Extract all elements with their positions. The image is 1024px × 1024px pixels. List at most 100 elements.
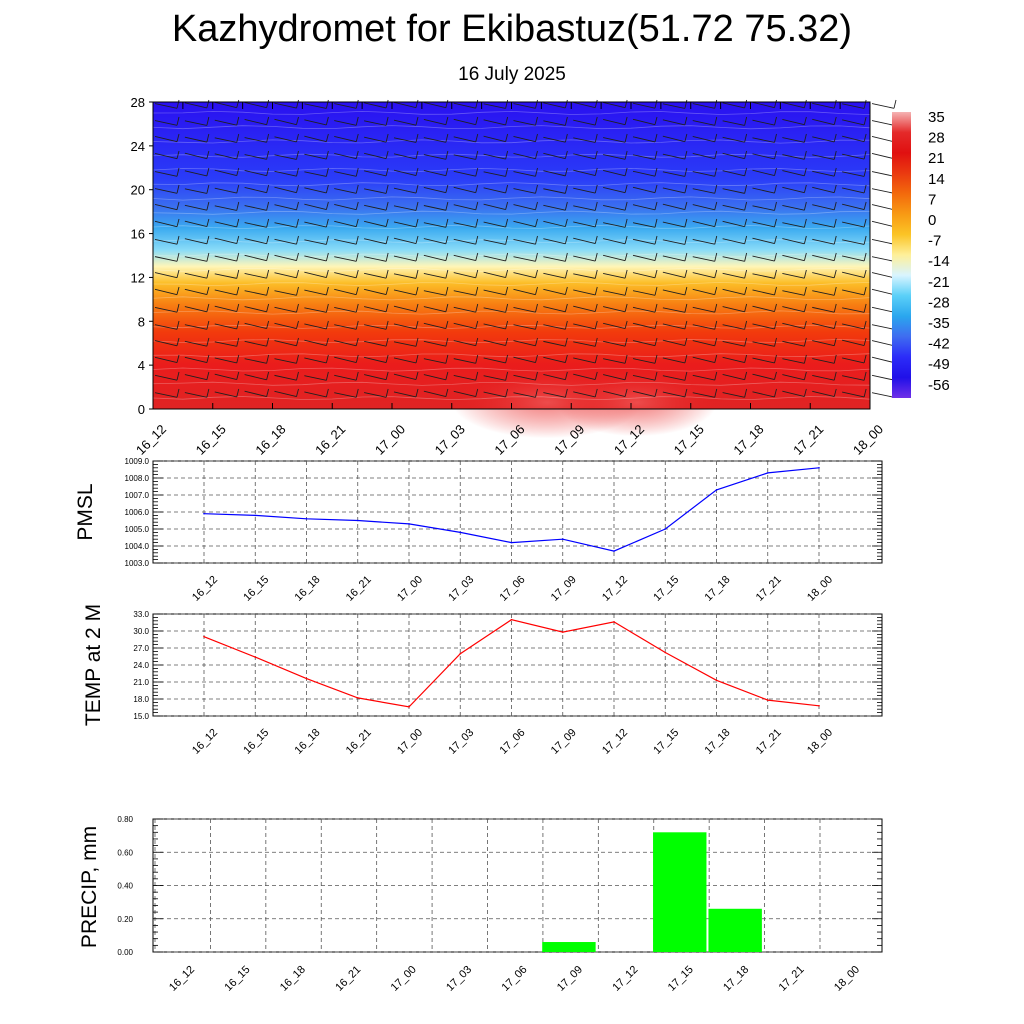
x-tick-label: 18_00 — [805, 727, 835, 757]
x-tick-label: 17_09 — [549, 574, 579, 604]
wind-barb — [603, 290, 626, 296]
wind-barb — [266, 150, 270, 160]
wind-barb — [445, 218, 449, 228]
wind-barb — [214, 237, 237, 245]
wind-barb — [176, 116, 180, 126]
wind-barb — [296, 320, 299, 329]
wind-barb — [325, 252, 329, 262]
wind-barb — [325, 354, 329, 364]
wind-barb — [632, 238, 656, 245]
wind-barb — [296, 167, 299, 177]
wind-barb — [603, 154, 626, 160]
wind-barb — [355, 184, 359, 194]
y-tick-label: 16 — [131, 227, 145, 242]
wind-barb — [594, 354, 598, 364]
wind-barb — [453, 254, 476, 262]
wind-barb — [654, 99, 658, 109]
wind-barb — [355, 337, 359, 346]
wind-barb — [833, 269, 837, 278]
x-tick-label: 17_12 — [610, 964, 640, 994]
wind-barb — [415, 133, 419, 143]
wind-barb — [176, 388, 180, 398]
wind-barb — [684, 116, 688, 126]
wind-barb — [304, 357, 327, 364]
wind-barb — [154, 256, 178, 262]
wind-barb — [624, 133, 628, 143]
isotherm-line — [152, 210, 871, 215]
wind-barb — [364, 238, 387, 245]
wind-barb — [325, 133, 329, 142]
wind-barb — [355, 167, 359, 177]
wind-barb — [564, 303, 568, 312]
colorbar-label: -56 — [928, 377, 950, 394]
wind-barb — [573, 357, 596, 364]
wind-barb — [833, 116, 837, 125]
wind-barb — [513, 356, 536, 364]
wind-barb — [453, 222, 476, 228]
wind-barb — [803, 252, 807, 261]
x-tick-label: 17_00 — [395, 574, 425, 604]
wind-barb — [385, 320, 389, 330]
wind-barb — [535, 286, 538, 295]
wind-barb — [692, 171, 715, 177]
wind-barb — [236, 286, 240, 296]
wind-barb — [543, 170, 566, 177]
wind-barb — [752, 273, 775, 279]
isotherm-line — [152, 367, 871, 372]
x-tick-label: 17_03 — [432, 422, 468, 458]
wind-barb — [385, 167, 389, 176]
wind-barb — [662, 357, 685, 364]
temp2m-point — [818, 705, 820, 707]
wind-barb — [594, 371, 598, 380]
wind-barb — [483, 339, 506, 346]
wind-barb — [654, 286, 658, 296]
wind-barb — [364, 256, 387, 262]
wind-barb — [334, 239, 357, 245]
wind-barb — [812, 340, 835, 347]
wind-barb — [812, 374, 835, 381]
wind-barb — [206, 99, 210, 109]
wind-barb — [475, 269, 479, 278]
y-tick-label: 0.60 — [117, 848, 133, 857]
wind-barb — [871, 324, 895, 330]
wind-barb — [214, 221, 237, 228]
wind-barb — [752, 341, 775, 347]
wind-barb — [236, 320, 240, 330]
wind-barb — [393, 305, 417, 313]
wind-barb — [594, 167, 598, 176]
wind-barb — [393, 391, 417, 398]
x-tick-label: 17_06 — [500, 964, 530, 994]
wind-barb — [184, 170, 207, 177]
y-tick-label: 21.0 — [133, 678, 149, 687]
wind-barb — [453, 170, 476, 177]
wind-barb — [684, 150, 688, 160]
wind-barb — [692, 324, 715, 330]
wind-barb — [632, 358, 656, 364]
temp2m-point — [613, 621, 615, 623]
pmsl-point — [459, 531, 462, 534]
wind-barb — [385, 269, 389, 279]
wind-barb — [176, 269, 180, 278]
wind-barb — [325, 320, 329, 330]
wind-barb — [863, 133, 867, 142]
wind-barb — [812, 254, 835, 262]
wind-barb — [184, 188, 207, 194]
wind-barb — [176, 99, 180, 109]
x-tick-label: 17_21 — [777, 964, 807, 994]
wind-barb — [325, 201, 329, 210]
wind-barb — [833, 320, 837, 329]
wind-barb — [803, 371, 807, 380]
wind-barb — [744, 337, 748, 347]
wind-barb — [662, 307, 685, 313]
wind-barb — [415, 252, 419, 262]
wind-barb — [445, 133, 449, 143]
wind-barb — [355, 235, 359, 245]
wind-barb — [782, 272, 805, 279]
wind-barb — [871, 356, 895, 364]
x-tick-label: 16_12 — [190, 727, 220, 757]
wind-barb — [543, 324, 566, 330]
wind-barb — [206, 150, 210, 159]
wind-barb — [266, 320, 270, 329]
wind-barb — [714, 320, 718, 330]
